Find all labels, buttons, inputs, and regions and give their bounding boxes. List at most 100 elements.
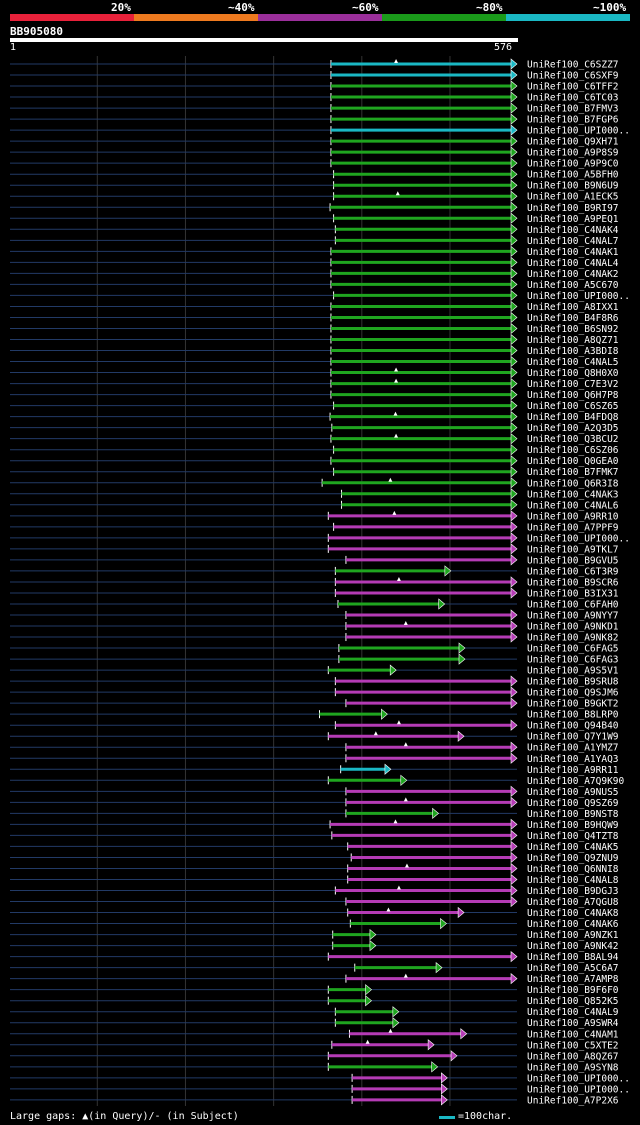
alignment-plot: UniRef100_C6SZZ7UniRef100_C6SXF9UniRef10… (10, 56, 630, 1106)
hit-arrow (510, 113, 518, 125)
hit-arrow (510, 366, 518, 379)
hit-arrow (510, 80, 518, 92)
hit-arrow (510, 444, 518, 456)
hit-arrow (460, 1028, 468, 1040)
hit-arrow (510, 344, 518, 357)
hit-arrow (389, 664, 397, 676)
hit-label: UniRef100_Q94B40 (527, 721, 619, 732)
hit-label: UniRef100_A8QZ71 (527, 335, 619, 346)
hit-arrow (510, 499, 518, 511)
hit-arrow (427, 1039, 435, 1051)
hit-label: UniRef100_Q852K5 (527, 996, 619, 1007)
hit-label: UniRef100_B6SN92 (527, 324, 619, 335)
hit-arrow (510, 873, 518, 886)
hit-arrow (510, 278, 518, 291)
hit-label: UniRef100_B9GVU5 (527, 555, 619, 566)
legend-label: 20% (111, 1, 131, 14)
hit-arrow (432, 807, 439, 820)
legend-label: ~60% (352, 1, 379, 14)
hit-label: UniRef100_A9NK42 (527, 941, 619, 952)
hit-label: UniRef100_A9S5V1 (527, 666, 619, 677)
hit-label: UniRef100_C6SZ06 (527, 445, 619, 456)
hit-label: UniRef100_A1YMZ7 (527, 743, 619, 754)
hit-label: UniRef100_Q9XH71 (527, 137, 619, 148)
gap-marker (395, 191, 400, 196)
hit-label: UniRef100_C4NAL7 (527, 236, 619, 247)
gap-marker (394, 59, 399, 63)
hit-arrow (510, 950, 518, 963)
gap-marker (396, 576, 401, 581)
hit-label: UniRef100_B3IX31 (527, 588, 619, 599)
hit-arrow (441, 1072, 448, 1084)
hit-arrow (510, 895, 518, 908)
hit-arrow (510, 466, 518, 478)
legend-segment (134, 14, 258, 21)
gaps-legend-text: Large gaps: ▲(in Query)/- (in Subject) (10, 1111, 239, 1122)
hit-label: UniRef100_A1YAQ3 (527, 754, 619, 765)
hit-arrow (384, 763, 392, 775)
hit-label: UniRef100_C6T3R9 (527, 566, 619, 577)
hit-label: UniRef100_Q8H0X0 (527, 368, 619, 379)
hit-label: UniRef100_Q9SJM6 (527, 688, 619, 699)
hit-label: UniRef100_C6FAG5 (527, 644, 619, 655)
hit-arrow (510, 973, 518, 985)
hit-arrow (431, 1061, 439, 1073)
hit-label: UniRef100_A9NYY7 (527, 611, 619, 622)
hit-arrow (444, 565, 452, 577)
gap-marker (403, 742, 408, 747)
hit-label: UniRef100_C4NAK4 (527, 225, 619, 236)
hit-arrow (440, 917, 447, 930)
hit-arrow (381, 708, 388, 720)
hit-label: UniRef100_A9SWR4 (527, 1018, 619, 1029)
hit-label: UniRef100_A9TKL7 (527, 544, 619, 555)
hit-label: UniRef100_A2Q3D5 (527, 423, 619, 434)
legend-label: ~80% (476, 1, 503, 14)
hit-arrow (369, 928, 377, 941)
hit-arrow (510, 510, 518, 522)
hit-label: UniRef100_B9HQW9 (527, 820, 619, 831)
hit-label: UniRef100_UPI000.. (527, 126, 630, 137)
gap-marker (365, 1039, 370, 1044)
hit-arrow (510, 190, 518, 202)
hit-label: UniRef100_UPI000.. (527, 1073, 630, 1084)
gap-marker (394, 367, 399, 372)
hit-label: UniRef100_UPI000.. (527, 1084, 630, 1095)
hit-arrow (510, 488, 518, 500)
hit-arrow (510, 455, 518, 467)
hit-label: UniRef100_A7P2X6 (527, 1095, 619, 1106)
hit-arrow (510, 785, 518, 797)
hit-arrow (510, 587, 518, 599)
hit-arrow (369, 939, 377, 952)
hit-label: UniRef100_B4FDQ8 (527, 412, 619, 423)
hit-label: UniRef100_B9F6F0 (527, 985, 619, 996)
hit-arrow (510, 521, 518, 533)
hit-label: UniRef100_B9DGJ3 (527, 886, 619, 897)
hit-label: UniRef100_B8LRP0 (527, 710, 619, 721)
gap-marker (392, 510, 397, 515)
hit-arrow (365, 984, 372, 996)
hit-label: UniRef100_A9PEQ1 (527, 214, 619, 225)
hit-label: UniRef100_C6TC03 (527, 93, 619, 104)
gap-marker (394, 378, 399, 383)
hit-arrow (510, 91, 518, 103)
hit-arrow (510, 146, 518, 158)
hit-arrow (510, 719, 518, 731)
gap-marker (403, 797, 408, 802)
hit-arrow (510, 58, 518, 70)
hit-arrow (438, 598, 446, 610)
hit-arrow (435, 961, 443, 974)
hit-label: UniRef100_C6SZ65 (527, 401, 619, 412)
hit-label: UniRef100_A9NK82 (527, 633, 619, 644)
hit-arrow (510, 532, 518, 544)
hit-label: UniRef100_A9P9C0 (527, 159, 619, 170)
legend-segment (382, 14, 506, 21)
hit-label: UniRef100_C6TFF2 (527, 82, 619, 93)
hit-arrow (458, 642, 466, 654)
gap-marker (396, 720, 401, 725)
hit-arrow (458, 653, 466, 665)
hit-label: UniRef100_Q9SZ69 (527, 798, 619, 809)
hit-arrow (450, 1050, 458, 1062)
hit-arrow (510, 829, 518, 842)
hit-label: UniRef100_UPI000.. (527, 291, 630, 302)
gap-marker (386, 907, 391, 912)
